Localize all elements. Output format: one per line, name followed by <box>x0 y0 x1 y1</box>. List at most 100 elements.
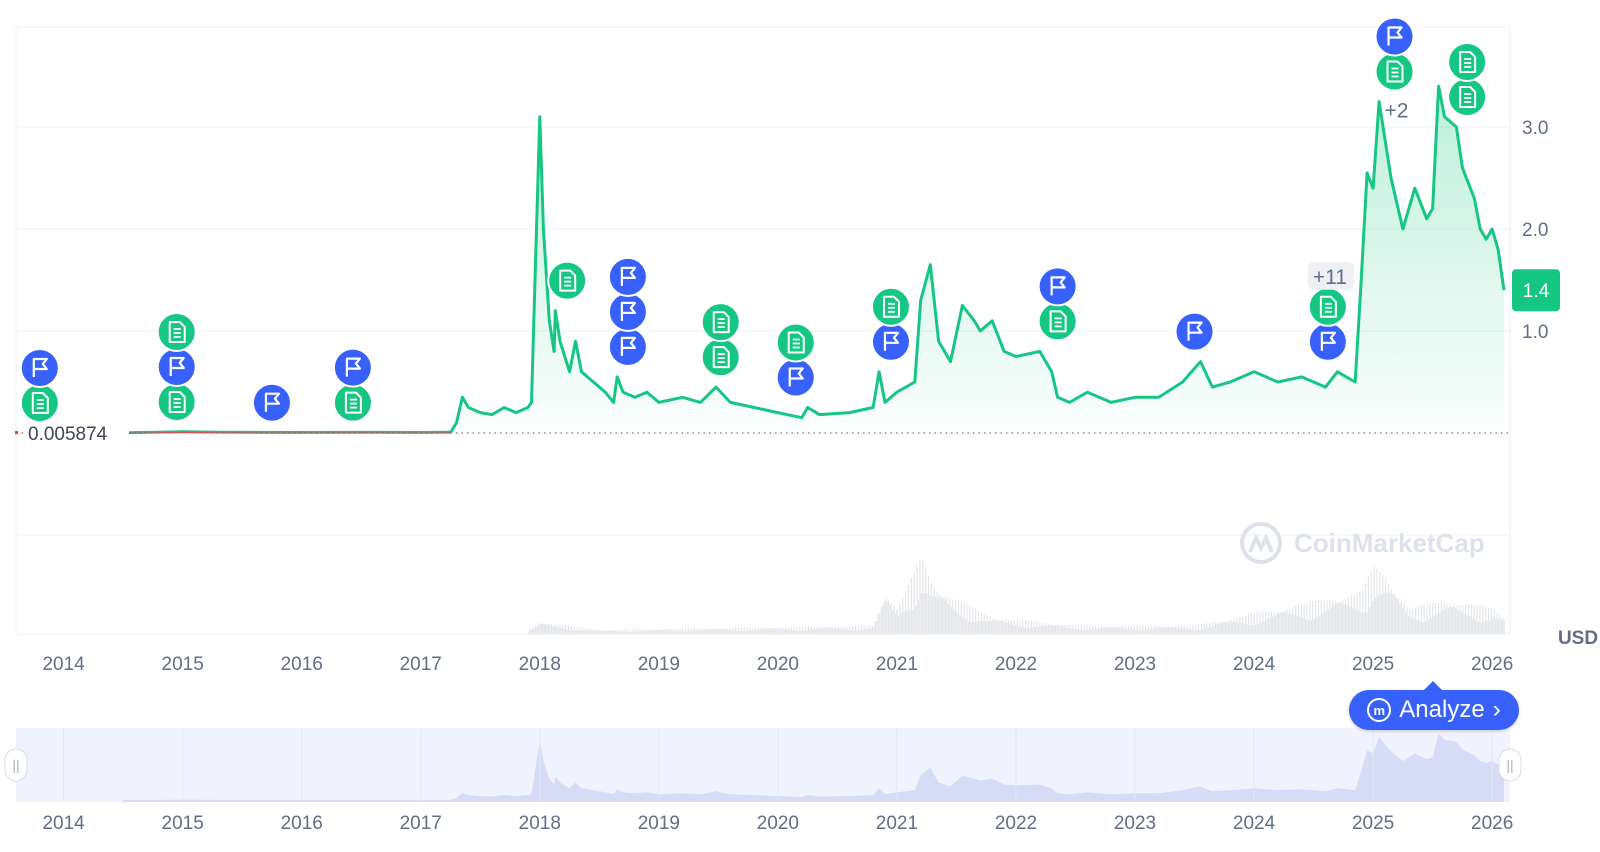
volume-bar <box>982 620 984 634</box>
volume-bar <box>1067 627 1070 634</box>
document-icon[interactable] <box>700 302 741 343</box>
flag-icon[interactable] <box>1174 311 1215 352</box>
document-icon[interactable] <box>1307 286 1348 327</box>
navigator-right-handle[interactable]: || <box>1498 748 1522 782</box>
volume-bar <box>1092 625 1094 634</box>
volume-bar <box>1276 611 1278 634</box>
volume-bar <box>1170 627 1172 634</box>
volume-bar <box>646 629 648 634</box>
flag-icon[interactable] <box>156 346 197 387</box>
flag-icon[interactable] <box>332 347 373 388</box>
volume-bar <box>719 629 721 634</box>
volume-bar <box>747 630 750 634</box>
document-icon[interactable] <box>332 382 373 423</box>
volume-bar <box>1267 611 1270 634</box>
volume-bar <box>902 597 904 634</box>
volume-bar <box>872 625 874 634</box>
flag-icon[interactable] <box>1374 16 1415 57</box>
volume-bar <box>875 621 877 634</box>
volume-bar <box>1219 623 1221 634</box>
volume-bar <box>797 630 800 634</box>
volume-bar <box>1479 605 1481 634</box>
volume-bar <box>745 631 747 634</box>
volume-bar <box>565 624 567 634</box>
volume-bar <box>586 630 588 634</box>
volume-bar <box>859 630 861 634</box>
document-icon[interactable] <box>156 311 197 352</box>
volume-bar <box>539 624 541 634</box>
volume-bar <box>1115 627 1117 634</box>
volume-bar <box>697 630 700 634</box>
analyze-button[interactable]: m Analyze › <box>1349 690 1519 730</box>
volume-bar <box>1099 628 1101 634</box>
volume-bar <box>957 601 960 634</box>
flag-icon[interactable] <box>251 382 292 423</box>
event-markers[interactable]: +11 +2 <box>19 16 1488 423</box>
document-icon[interactable] <box>1037 301 1078 342</box>
document-icon[interactable] <box>156 381 197 422</box>
volume-bar <box>1407 616 1410 634</box>
navigator-left-handle[interactable]: || <box>4 748 28 782</box>
flag-icon[interactable] <box>775 357 816 398</box>
volume-bar <box>1016 619 1018 634</box>
volume-bar <box>659 629 661 634</box>
flag-icon[interactable] <box>870 321 911 362</box>
document-icon[interactable] <box>775 322 816 363</box>
document-icon[interactable] <box>700 337 741 378</box>
volume-bar <box>1175 626 1177 634</box>
document-icon[interactable] <box>1447 42 1488 82</box>
volume-bar <box>610 630 612 634</box>
document-icon[interactable] <box>19 383 60 423</box>
volume-bar <box>1322 613 1324 634</box>
document-icon[interactable] <box>1447 77 1488 117</box>
volume-bar <box>985 620 987 634</box>
volume-bar <box>1439 612 1441 634</box>
volume-bar <box>562 624 564 634</box>
volume-bar <box>790 626 792 634</box>
flag-icon[interactable] <box>607 326 648 367</box>
volume-bar <box>1135 629 1137 634</box>
volume-bar <box>785 627 787 634</box>
volume-bar <box>1222 622 1224 634</box>
flag-icon[interactable] <box>1307 321 1348 362</box>
volume-bar <box>663 630 665 634</box>
document-icon[interactable] <box>1374 51 1415 92</box>
document-icon[interactable] <box>547 260 588 301</box>
volume-bar <box>533 628 535 634</box>
volume-bar <box>1237 622 1240 634</box>
x-tick-label: 2015 <box>162 654 204 675</box>
document-icon[interactable] <box>870 286 911 327</box>
volume-bar <box>939 594 941 634</box>
volume-bar <box>853 630 855 634</box>
volume-bar <box>575 630 577 634</box>
range-navigator[interactable]: 2014 2015 2016 2017 2018 2019 2020 2021 2022 2023… <box>4 728 1522 834</box>
volume-bar <box>1365 582 1367 634</box>
volume-bar <box>1337 602 1340 634</box>
chevron-right-icon: › <box>1492 696 1501 723</box>
navigator-tick-label: 2022 <box>995 813 1037 834</box>
flag-icon[interactable] <box>607 291 648 332</box>
volume-bar <box>1495 618 1497 634</box>
volume-bar <box>1107 627 1110 634</box>
volume-bar <box>812 629 814 634</box>
volume-bar <box>1252 625 1254 634</box>
volume-bar <box>923 593 925 634</box>
volume-bar <box>1447 607 1450 634</box>
volume-bar <box>682 628 684 634</box>
volume-bar <box>1223 621 1225 634</box>
flag-icon[interactable] <box>1037 266 1078 307</box>
volume-bar <box>1129 629 1131 634</box>
volume-bar <box>1477 621 1480 634</box>
volume-bar <box>912 609 914 634</box>
volume-bar <box>1046 625 1048 634</box>
flag-icon[interactable] <box>19 348 60 388</box>
volume-bar <box>1113 626 1115 634</box>
x-tick-label: 2025 <box>1352 654 1394 675</box>
volume-bar <box>816 626 818 634</box>
volume-bar <box>1112 626 1114 634</box>
baseline-dot <box>15 431 18 434</box>
volume-bar <box>1040 626 1042 634</box>
flag-icon[interactable] <box>607 256 648 297</box>
volume-bar <box>856 630 858 634</box>
